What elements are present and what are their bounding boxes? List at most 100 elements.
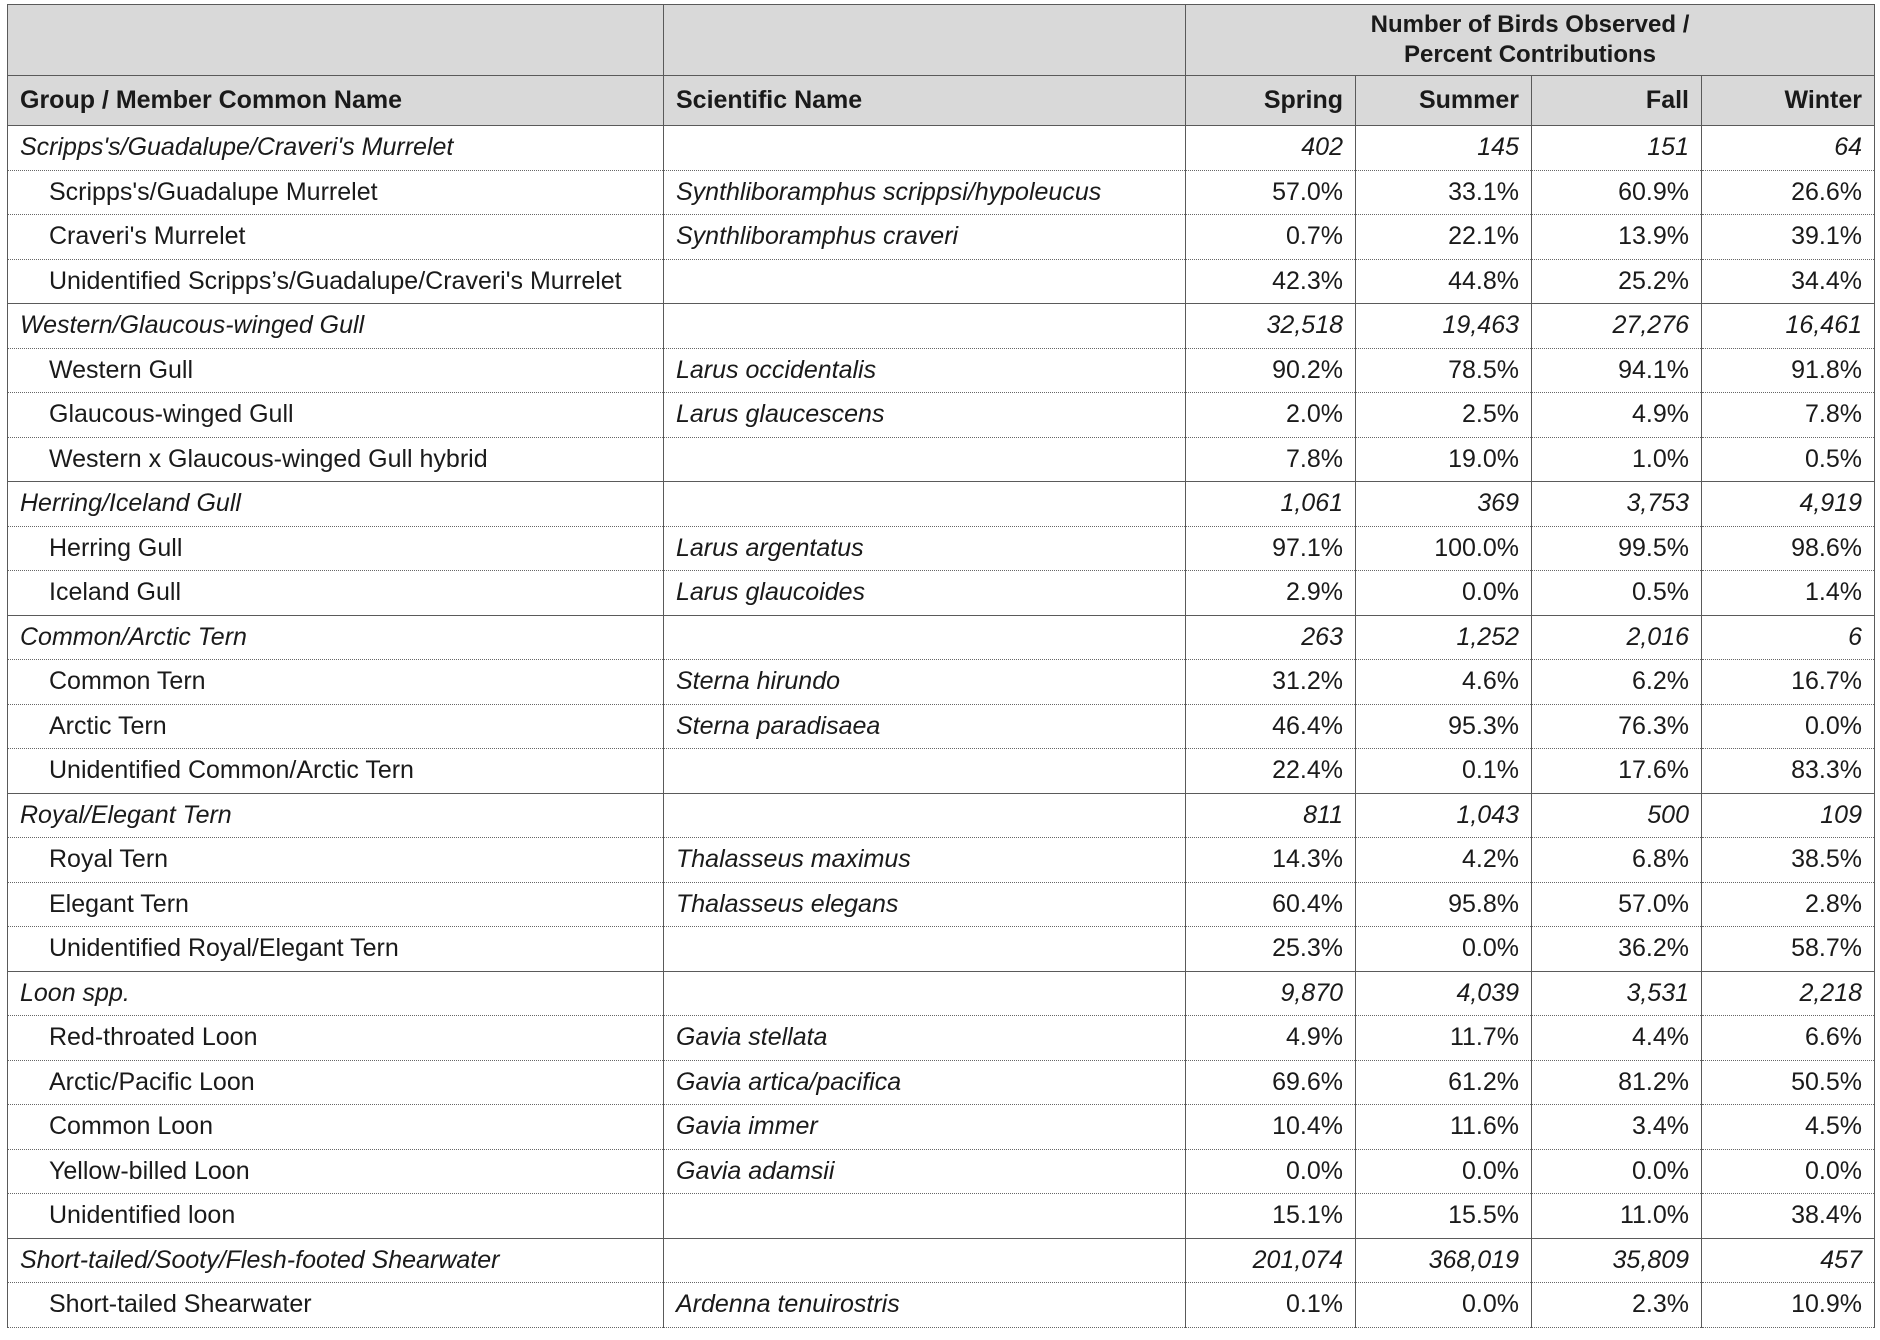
member-name-cell: Yellow-billed Loon xyxy=(7,1149,664,1194)
winter-value-cell: 38.4% xyxy=(1701,1193,1875,1239)
member-row: Common Tern Sterna hirundo 31.2% 4.6% 6.2% 16… xyxy=(7,659,1875,705)
member-name-cell: Common Tern xyxy=(7,659,664,705)
scientific-name-cell xyxy=(663,303,1186,349)
scientific-name-cell: Larus argentatus xyxy=(663,526,1186,571)
column-header-spring: Spring xyxy=(1185,75,1356,126)
winter-value-cell: 6 xyxy=(1701,614,1875,660)
group-row: Common/Arctic Tern 263 1,252 2,016 6 xyxy=(7,614,1875,660)
fall-value-cell: 60.9% xyxy=(1531,170,1702,215)
column-header-summer: Summer xyxy=(1355,75,1532,126)
spring-value-cell: 22.4% xyxy=(1185,748,1356,794)
winter-value-cell: 6.6% xyxy=(1701,1015,1875,1061)
member-name-cell: Glaucous-winged Gull xyxy=(7,392,664,438)
summer-value-cell: 369 xyxy=(1355,481,1532,527)
member-row: Western x Glaucous-winged Gull hybrid 7.8… xyxy=(7,437,1875,482)
fall-value-cell: 57.0% xyxy=(1531,882,1702,927)
winter-value-cell: 2.8% xyxy=(1701,882,1875,927)
scientific-name-cell: Larus glaucoides xyxy=(663,570,1186,616)
winter-value-cell: 2,218 xyxy=(1701,970,1875,1016)
winter-value-cell: 457 xyxy=(1701,1237,1875,1283)
scientific-name-cell xyxy=(663,926,1186,972)
spring-value-cell: 201,074 xyxy=(1185,1237,1356,1283)
member-row: Iceland Gull Larus glaucoides 2.9% 0.0% 0.5%… xyxy=(7,570,1875,616)
header-season-group-label: Number of Birds Observed / Percent Contr… xyxy=(1370,11,1690,68)
spring-value-cell: 0.7% xyxy=(1185,214,1356,260)
winter-value-cell: 83.3% xyxy=(1701,748,1875,794)
scientific-name-cell xyxy=(663,1237,1186,1283)
spring-value-cell: 811 xyxy=(1185,792,1356,838)
fall-value-cell: 17.6% xyxy=(1531,748,1702,794)
spring-value-cell: 15.1% xyxy=(1185,1193,1356,1239)
member-row: Common Loon Gavia immer 10.4% 11.6% 3.4% 4.5% xyxy=(7,1104,1875,1150)
fall-value-cell: 27,276 xyxy=(1531,303,1702,349)
spring-value-cell: 10.4% xyxy=(1185,1104,1356,1150)
fall-value-cell: 151 xyxy=(1531,125,1702,171)
spring-value-cell: 4.9% xyxy=(1185,1015,1356,1061)
fall-value-cell: 3,753 xyxy=(1531,481,1702,527)
summer-value-cell: 11.7% xyxy=(1355,1015,1532,1061)
summer-value-cell: 0.0% xyxy=(1355,1282,1532,1328)
fall-value-cell: 94.1% xyxy=(1531,348,1702,393)
scientific-name-cell: Larus glaucescens xyxy=(663,392,1186,438)
winter-value-cell: 64 xyxy=(1701,125,1875,171)
fall-value-cell: 500 xyxy=(1531,792,1702,838)
summer-value-cell: 4.2% xyxy=(1355,837,1532,883)
spring-value-cell: 2.9% xyxy=(1185,570,1356,616)
scientific-name-cell: Gavia immer xyxy=(663,1104,1186,1150)
scientific-name-cell: Sterna hirundo xyxy=(663,659,1186,705)
winter-value-cell: 0.0% xyxy=(1701,1149,1875,1194)
winter-value-cell: 91.8% xyxy=(1701,348,1875,393)
scientific-name-cell: Thalasseus elegans xyxy=(663,882,1186,927)
summer-value-cell: 0.0% xyxy=(1355,926,1532,972)
summer-value-cell: 4.6% xyxy=(1355,659,1532,705)
winter-value-cell: 10.9% xyxy=(1701,1282,1875,1328)
fall-value-cell: 11.0% xyxy=(1531,1193,1702,1239)
member-row: Unidentified Royal/Elegant Tern 25.3% 0.0%… xyxy=(7,926,1875,972)
header-season-group: Number of Birds Observed / Percent Contr… xyxy=(1185,4,1875,76)
fall-value-cell: 3.4% xyxy=(1531,1104,1702,1150)
group-name-cell: Short-tailed/Sooty/Flesh-footed Shearwat… xyxy=(7,1237,664,1283)
summer-value-cell: 22.1% xyxy=(1355,214,1532,260)
member-name-cell: Red-throated Loon xyxy=(7,1015,664,1061)
fall-value-cell: 2.3% xyxy=(1531,1282,1702,1328)
member-row: Elegant Tern Thalasseus elegans 60.4% 95.8%… xyxy=(7,882,1875,927)
summer-value-cell: 4,039 xyxy=(1355,970,1532,1016)
summer-value-cell: 95.3% xyxy=(1355,704,1532,749)
fall-value-cell: 36.2% xyxy=(1531,926,1702,972)
summer-value-cell: 61.2% xyxy=(1355,1060,1532,1105)
bird-observation-table: Number of Birds Observed / Percent Contr… xyxy=(7,4,1875,1328)
member-name-cell: Elegant Tern xyxy=(7,882,664,927)
header-blank-cell xyxy=(7,4,664,76)
spring-value-cell: 46.4% xyxy=(1185,704,1356,749)
fall-value-cell: 99.5% xyxy=(1531,526,1702,571)
member-row: Western Gull Larus occidentalis 90.2% 78.5%… xyxy=(7,348,1875,393)
group-row: Royal/Elegant Tern 811 1,043 500 109 xyxy=(7,792,1875,838)
member-name-cell: Unidentified Royal/Elegant Tern xyxy=(7,926,664,972)
member-row: Arctic/Pacific Loon Gavia artica/pacifica… xyxy=(7,1060,1875,1105)
fall-value-cell: 13.9% xyxy=(1531,214,1702,260)
member-name-cell: Arctic Tern xyxy=(7,704,664,749)
header-column-row: Group / Member Common Name Scientific Na… xyxy=(7,75,1875,126)
group-row: Loon spp. 9,870 4,039 3,531 2,218 xyxy=(7,970,1875,1016)
member-row: Red-throated Loon Gavia stellata 4.9% 11.7%… xyxy=(7,1015,1875,1061)
table-header: Number of Birds Observed / Percent Contr… xyxy=(7,4,1875,126)
spring-value-cell: 0.1% xyxy=(1185,1282,1356,1328)
header-blank-cell xyxy=(663,4,1186,76)
winter-value-cell: 4,919 xyxy=(1701,481,1875,527)
group-row: Scripps's/Guadalupe/Craveri's Murrelet 40… xyxy=(7,125,1875,171)
scientific-name-cell xyxy=(663,437,1186,482)
scientific-name-cell xyxy=(663,614,1186,660)
member-row: Glaucous-winged Gull Larus glaucescens 2.0… xyxy=(7,392,1875,438)
scientific-name-cell: Gavia adamsii xyxy=(663,1149,1186,1194)
fall-value-cell: 3,531 xyxy=(1531,970,1702,1016)
winter-value-cell: 7.8% xyxy=(1701,392,1875,438)
winter-value-cell: 50.5% xyxy=(1701,1060,1875,1105)
spring-value-cell: 60.4% xyxy=(1185,882,1356,927)
fall-value-cell: 35,809 xyxy=(1531,1237,1702,1283)
member-name-cell: Short-tailed Shearwater xyxy=(7,1282,664,1328)
winter-value-cell: 0.0% xyxy=(1701,704,1875,749)
fall-value-cell: 25.2% xyxy=(1531,259,1702,304)
fall-value-cell: 0.5% xyxy=(1531,570,1702,616)
fall-value-cell: 6.8% xyxy=(1531,837,1702,883)
member-name-cell: Common Loon xyxy=(7,1104,664,1150)
